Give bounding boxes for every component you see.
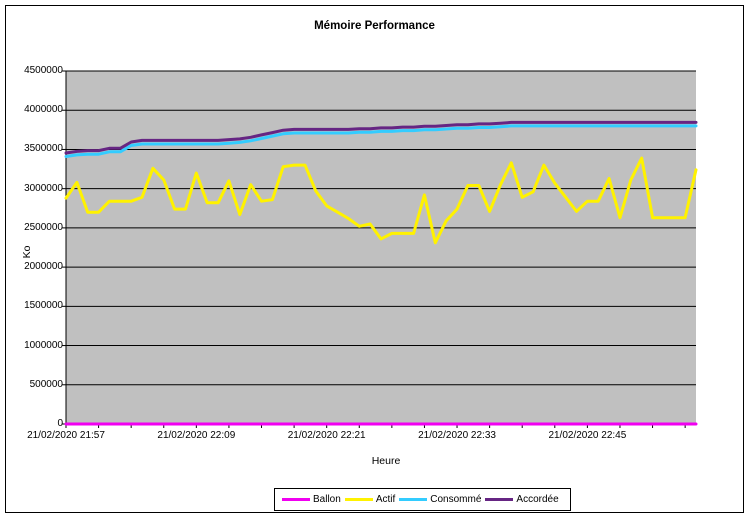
legend-swatch-icon — [282, 498, 310, 501]
legend-label: Ballon — [313, 494, 341, 505]
x-axis-tick-label: 21/02/2020 21:57 — [27, 430, 105, 441]
y-axis-tick-label: 0 — [57, 418, 63, 429]
legend-label: Consommé — [430, 494, 482, 505]
legend-label: Actif — [375, 494, 396, 505]
legend-entry-consomme: Consommé — [399, 494, 481, 505]
y-axis-tick-label: 2000000 — [24, 261, 63, 273]
legend-label: Accordée — [516, 494, 559, 505]
legend-entry-ballon: Ballon — [282, 494, 341, 505]
x-axis-tick-label: 21/02/2020 22:33 — [418, 430, 496, 441]
x-axis-tick-label: 21/02/2020 22:09 — [157, 430, 236, 441]
y-axis-tick-label: 1000000 — [24, 339, 63, 351]
y-axis-tick-label: 4000000 — [24, 104, 63, 116]
legend-swatch-icon — [344, 498, 373, 501]
legend: Ballon Actif Consommé Accordée — [274, 488, 571, 511]
legend-swatch-icon — [485, 498, 514, 501]
y-axis-tick-label: 2500000 — [24, 221, 63, 233]
plot-area — [62, 70, 698, 428]
y-axis-tick-label: 4500000 — [24, 65, 63, 76]
y-axis-title: Ko — [21, 245, 33, 259]
x-axis-tick-label: 21/02/2020 22:45 — [548, 430, 627, 441]
legend-entry-accordee: Accordée — [485, 494, 559, 505]
chart-title: Mémoire Performance — [314, 20, 435, 32]
y-axis-tick-label: 500000 — [29, 378, 63, 390]
x-axis-title: Heure — [371, 455, 401, 467]
chart-frame: Mémoire Performance 0 500000 1000000 150000… — [5, 5, 744, 513]
y-axis-tick-label: 1500000 — [24, 300, 63, 312]
legend-entry-actif: Actif — [344, 494, 396, 505]
y-axis-tick-label: 3500000 — [24, 143, 63, 155]
plot-background — [66, 71, 696, 424]
series-line-consomme — [64, 124, 698, 158]
y-axis-tick-label: 3000000 — [24, 182, 63, 194]
legend-swatch-icon — [399, 498, 428, 501]
series-line-actif — [64, 156, 698, 245]
series-line-accordee — [64, 120, 698, 155]
x-axis-tick-label: 21/02/2020 22:21 — [287, 430, 366, 441]
